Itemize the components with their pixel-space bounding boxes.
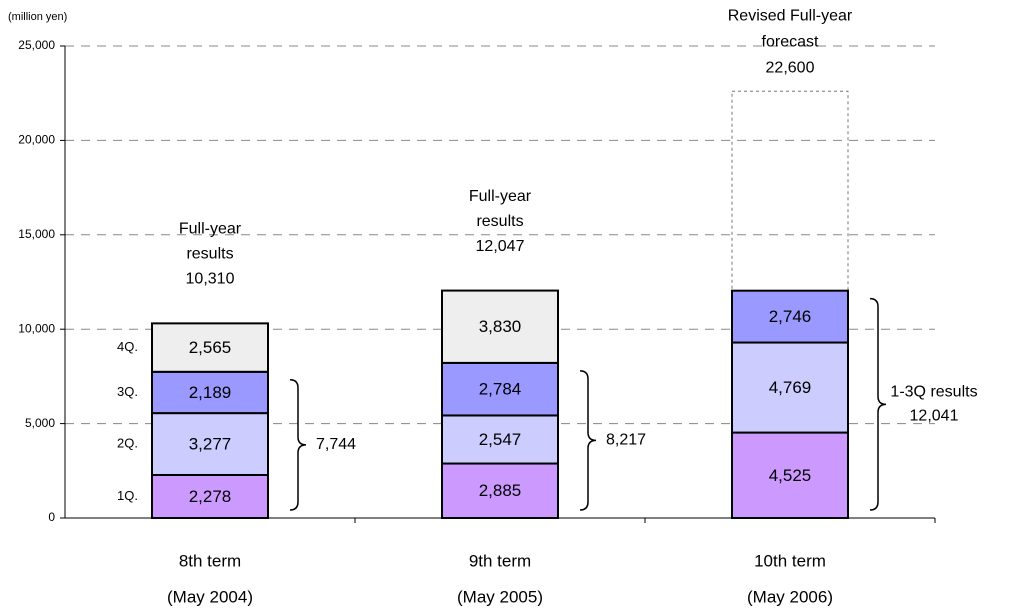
x-tick-date: (May 2005) xyxy=(457,587,543,606)
segment-label: 4,769 xyxy=(769,378,812,397)
bar-segment xyxy=(151,322,269,373)
legend-label: 4Q. xyxy=(117,339,138,354)
y-tick-label: 20,000 xyxy=(18,133,55,147)
y-tick-label: 25,000 xyxy=(18,38,55,52)
forecast-value: 22,600 xyxy=(766,60,815,77)
sum-value: 7,744 xyxy=(316,436,356,453)
segment-label: 2,189 xyxy=(189,383,232,402)
legend-label: 3Q. xyxy=(117,384,138,399)
forecast-label: Revised Full-year xyxy=(728,8,853,25)
bar-segment xyxy=(151,370,269,415)
x-tick-label: 8th term xyxy=(179,551,241,570)
segment-label: 4,525 xyxy=(769,466,812,485)
segment-label: 2,746 xyxy=(769,307,812,326)
segment-label: 2,565 xyxy=(189,338,232,357)
segment-label: 2,278 xyxy=(189,487,232,506)
segment-label: 3,277 xyxy=(189,435,232,454)
x-tick-label: 9th term xyxy=(469,551,531,570)
bar-segment xyxy=(441,289,559,364)
forecast-label: forecast xyxy=(762,34,819,51)
x-tick-label: 10th term xyxy=(754,551,826,570)
y-tick-label: 15,000 xyxy=(18,227,55,241)
sum-value: 8,217 xyxy=(606,432,646,449)
x-tick-date: (May 2006) xyxy=(747,587,833,606)
total-label: results xyxy=(476,213,523,230)
total-label: results xyxy=(186,246,233,263)
total-value: 10,310 xyxy=(186,271,235,288)
segment-label: 2,784 xyxy=(479,380,522,399)
legend-label: 2Q. xyxy=(117,435,138,450)
bar-segment xyxy=(151,473,269,520)
bracket xyxy=(289,379,307,511)
sum-label: 1-3Q results xyxy=(890,384,977,401)
bracket xyxy=(579,370,597,511)
y-tick-label: 5,000 xyxy=(25,416,55,430)
bar-segment xyxy=(441,414,559,465)
total-label: Full-year xyxy=(469,188,532,205)
segment-label: 3,830 xyxy=(479,317,522,336)
segment-label: 2,885 xyxy=(479,481,522,500)
y-tick-label: 10,000 xyxy=(18,321,55,335)
sum-value: 12,041 xyxy=(910,408,959,425)
total-label: Full-year xyxy=(179,221,242,238)
x-tick-date: (May 2004) xyxy=(167,587,253,606)
bar-segment xyxy=(441,361,559,417)
bar-segment xyxy=(731,341,849,434)
segment-label: 2,547 xyxy=(479,430,522,449)
bar-segment xyxy=(731,431,849,519)
total-value: 12,047 xyxy=(476,238,525,255)
bracket xyxy=(869,297,887,511)
y-tick-label: 0 xyxy=(48,510,55,524)
unit-label: (million yen) xyxy=(8,11,67,23)
bar-segment xyxy=(731,289,849,344)
legend-label: 1Q. xyxy=(117,488,138,503)
